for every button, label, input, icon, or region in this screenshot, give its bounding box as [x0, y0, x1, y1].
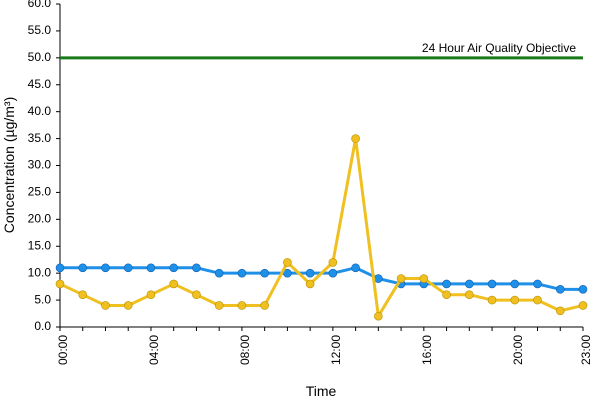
- y-axis-ticks: 0.0 5.0 10.0 15.0 20.0 25.0 30.0 35.0 40.0 45.0 50…: [28, 0, 60, 333]
- y-tick-label: 25.0: [28, 185, 52, 199]
- data-point: [555, 306, 565, 316]
- data-point: [78, 263, 88, 273]
- data-point: [192, 263, 201, 273]
- x-tick-label: 08:00: [238, 335, 252, 365]
- data-point: [78, 290, 88, 300]
- data-point: [169, 279, 178, 289]
- data-point: [260, 301, 269, 310]
- data-point: [328, 258, 338, 267]
- y-tick-label: 5.0: [34, 292, 51, 306]
- x-tick-label: 23:00: [579, 335, 593, 365]
- x-tick-label: 12:00: [329, 335, 343, 365]
- data-point: [465, 290, 474, 300]
- data-point: [237, 268, 247, 278]
- series-layer: [55, 134, 588, 321]
- data-point: [442, 290, 451, 300]
- y-axis-title: Concentration (µg/m³): [1, 97, 17, 233]
- series-1: [55, 134, 588, 321]
- data-point: [396, 274, 406, 283]
- data-point: [283, 258, 292, 267]
- data-point: [146, 290, 156, 300]
- y-tick-label: 45.0: [28, 77, 52, 91]
- y-tick-label: 55.0: [28, 23, 52, 37]
- data-point: [123, 301, 133, 310]
- data-point: [192, 290, 201, 300]
- y-tick-label: 60.0: [28, 0, 52, 10]
- data-point: [351, 134, 360, 143]
- series-0: [55, 263, 588, 294]
- data-point: [374, 311, 383, 321]
- data-point: [123, 263, 133, 273]
- x-axis-title: Time: [306, 383, 337, 399]
- data-point: [328, 268, 338, 278]
- data-point: [260, 268, 269, 278]
- x-tick-label: 20:00: [511, 335, 525, 365]
- data-point: [442, 279, 451, 289]
- data-point: [533, 295, 542, 305]
- x-tick-label: 00:00: [56, 335, 70, 365]
- data-point: [510, 295, 520, 305]
- data-point: [374, 274, 383, 283]
- y-tick-label: 15.0: [28, 238, 52, 252]
- data-point: [214, 268, 224, 278]
- data-point: [510, 279, 520, 289]
- data-point: [55, 279, 65, 289]
- x-tick-label: 16:00: [420, 335, 434, 365]
- data-point: [533, 279, 542, 289]
- data-point: [351, 263, 360, 273]
- y-tick-label: 50.0: [28, 50, 52, 64]
- y-tick-label: 10.0: [28, 265, 52, 279]
- data-point: [487, 279, 497, 289]
- data-point: [169, 263, 178, 273]
- data-point: [146, 263, 156, 273]
- series-line: [59, 137, 584, 318]
- data-point: [419, 274, 429, 283]
- data-point: [487, 295, 497, 305]
- data-point: [55, 263, 65, 273]
- y-tick-label: 40.0: [28, 104, 52, 118]
- data-point: [465, 279, 474, 289]
- y-tick-label: 30.0: [28, 158, 52, 172]
- data-point: [101, 263, 110, 273]
- data-point: [101, 301, 110, 310]
- data-point: [237, 301, 247, 310]
- data-point: [578, 285, 588, 294]
- y-tick-label: 0.0: [34, 319, 51, 333]
- data-point: [555, 285, 565, 294]
- x-axis-ticks: 00:00 04:00 08:00 12:00 16:00 20:00 23:00: [56, 327, 593, 365]
- data-point: [578, 301, 588, 310]
- data-point: [305, 279, 315, 289]
- series-line: [60, 266, 583, 291]
- data-point: [305, 268, 315, 278]
- objective-label: 24 Hour Air Quality Objective: [422, 41, 576, 55]
- x-tick-label: 04:00: [147, 335, 161, 365]
- y-tick-label: 35.0: [28, 131, 52, 145]
- data-point: [214, 301, 224, 310]
- y-tick-label: 20.0: [28, 212, 52, 226]
